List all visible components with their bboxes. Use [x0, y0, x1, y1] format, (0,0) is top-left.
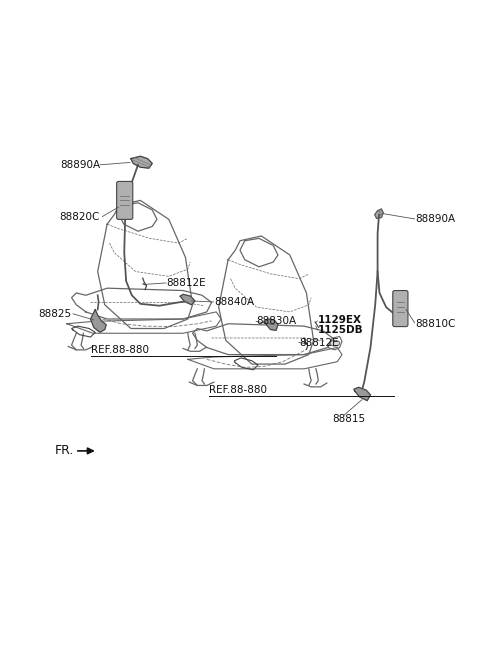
Text: 88812E: 88812E [300, 338, 339, 348]
Polygon shape [91, 309, 106, 332]
Text: 1129EX: 1129EX [318, 315, 362, 325]
Ellipse shape [330, 340, 340, 346]
Text: REF.88-880: REF.88-880 [209, 385, 267, 395]
Text: 1125DB: 1125DB [318, 325, 364, 335]
Polygon shape [375, 209, 384, 218]
Text: 88840A: 88840A [214, 298, 254, 307]
Text: FR.: FR. [55, 444, 74, 457]
Text: 88810C: 88810C [416, 319, 456, 328]
Text: REF.88-880: REF.88-880 [91, 345, 148, 355]
Polygon shape [131, 156, 152, 168]
Text: 88812E: 88812E [167, 279, 206, 288]
Polygon shape [264, 319, 278, 330]
Text: 88820C: 88820C [60, 212, 100, 222]
FancyBboxPatch shape [393, 290, 408, 327]
Polygon shape [354, 388, 371, 401]
Text: 88890A: 88890A [60, 160, 100, 170]
FancyBboxPatch shape [117, 181, 133, 219]
Text: 88830A: 88830A [257, 317, 297, 327]
Text: 88815: 88815 [333, 414, 366, 424]
Text: 88825: 88825 [38, 309, 72, 319]
Polygon shape [180, 294, 195, 305]
Text: 88890A: 88890A [416, 214, 456, 225]
